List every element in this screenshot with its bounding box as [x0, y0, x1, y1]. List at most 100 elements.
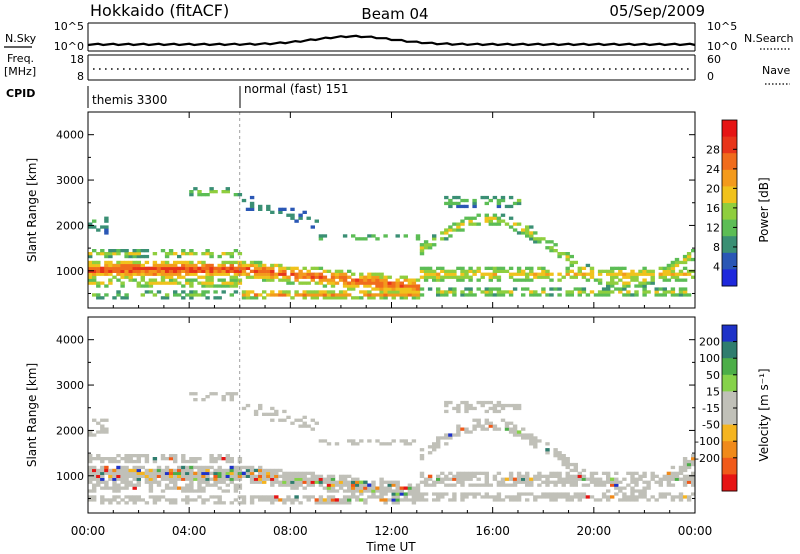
heatmap-cell	[245, 290, 251, 294]
heatmap-cell	[375, 272, 380, 276]
heatmap-cell	[472, 492, 477, 496]
heatmap-cell	[521, 269, 526, 273]
heatmap-cell	[654, 474, 659, 478]
heatmap-cell	[181, 249, 186, 253]
heatmap-cell	[347, 495, 352, 499]
heatmap-cell	[225, 269, 230, 273]
heatmap-cell	[302, 275, 307, 279]
heatmap-cell	[88, 278, 93, 282]
heatmap-cell	[144, 454, 150, 458]
heatmap-cell	[674, 474, 680, 478]
heatmap-cell	[371, 272, 376, 276]
colorbar-frame	[721, 119, 738, 287]
heatmap-cell	[160, 477, 166, 481]
heatmap-cell	[460, 492, 465, 496]
heatmap-cell	[468, 403, 473, 408]
heatmap-cell	[112, 471, 117, 475]
heatmap-cell	[266, 477, 271, 481]
heatmap-cell	[233, 486, 239, 490]
heatmap-cell	[258, 260, 263, 265]
heatmap-cell	[334, 272, 340, 276]
heatmap-cell	[148, 284, 154, 288]
heatmap-cell	[593, 483, 599, 487]
heatmap-cell	[229, 281, 234, 285]
heatmap-cell	[249, 290, 255, 294]
heatmap-cell	[298, 474, 303, 478]
heatmap-cell	[452, 195, 457, 200]
heatmap-cell	[270, 290, 275, 294]
heatmap-cell	[427, 451, 433, 455]
heatmap-cell	[371, 287, 376, 291]
heatmap-cell	[282, 275, 287, 279]
heatmap-cell	[148, 468, 154, 473]
heatmap-cell	[286, 281, 291, 285]
heatmap-cell	[112, 486, 117, 490]
heatmap-cell	[427, 272, 433, 276]
heatmap-cell	[488, 266, 493, 270]
heatmap-cell	[367, 290, 372, 294]
heatmap-cell	[274, 495, 279, 499]
heatmap-cell	[185, 252, 190, 256]
heatmap-cell	[164, 457, 170, 461]
heatmap-cell	[492, 406, 498, 411]
heatmap-cell	[444, 442, 449, 446]
heatmap-cell	[160, 272, 166, 276]
heatmap-cell	[606, 480, 611, 484]
heatmap-cell	[634, 480, 639, 484]
heatmap-cell	[282, 483, 287, 487]
heatmap-cell	[395, 495, 400, 499]
heatmap-cell	[508, 495, 514, 499]
heatmap-cell	[427, 269, 433, 273]
heatmap-cell	[342, 477, 348, 481]
heatmap-cell	[529, 293, 534, 297]
heatmap-cell	[249, 480, 255, 484]
heatmap-cell	[529, 231, 534, 235]
heatmap-cell	[201, 477, 206, 481]
heatmap-cell	[569, 293, 574, 297]
heatmap-cell	[318, 266, 324, 270]
heatmap-cell	[96, 272, 101, 276]
heatmap-cell	[347, 287, 352, 291]
heatmap-cell	[108, 272, 113, 276]
heatmap-cell	[391, 498, 396, 502]
heatmap-cell	[217, 477, 222, 481]
heatmap-cell	[638, 272, 643, 276]
heatmap-cell	[314, 296, 319, 300]
heatmap-cell	[217, 498, 222, 502]
heatmap-cell	[168, 269, 174, 273]
heatmap-cell	[225, 474, 230, 478]
colorbar-tick-label: -100	[695, 435, 720, 448]
heatmap-cell	[108, 474, 113, 478]
heatmap-cell	[516, 266, 522, 270]
heatmap-cell	[233, 249, 239, 253]
heatmap-cell	[253, 269, 259, 273]
heatmap-cell	[452, 477, 457, 481]
heatmap-cell	[108, 281, 113, 285]
colorbar-swatch	[722, 374, 737, 392]
heatmap-cell	[355, 296, 360, 300]
heatmap-cell	[452, 275, 457, 279]
heatmap-cell	[302, 296, 307, 300]
heatmap-cell	[371, 483, 376, 487]
heatmap-cell	[383, 275, 388, 279]
heatmap-cell	[484, 492, 489, 496]
heatmap-cell	[682, 278, 688, 282]
heatmap-cell	[403, 439, 408, 443]
heatmap-cell	[330, 278, 336, 282]
heatmap-cell	[193, 498, 198, 502]
heatmap-cell	[670, 498, 676, 502]
heatmap-cell	[577, 477, 582, 481]
heatmap-cell	[116, 454, 121, 458]
heatmap-cell	[314, 275, 319, 279]
heatmap-cell	[262, 474, 267, 478]
heatmap-cell	[642, 287, 647, 291]
heatmap-cell	[351, 234, 356, 238]
heatmap-cell	[682, 477, 688, 481]
heatmap-cell	[642, 272, 647, 276]
heatmap-cell	[444, 433, 449, 437]
heatmap-cell	[128, 254, 133, 259]
heatmap-cell	[100, 269, 105, 273]
heatmap-cell	[375, 237, 380, 241]
heatmap-cell	[488, 198, 493, 203]
